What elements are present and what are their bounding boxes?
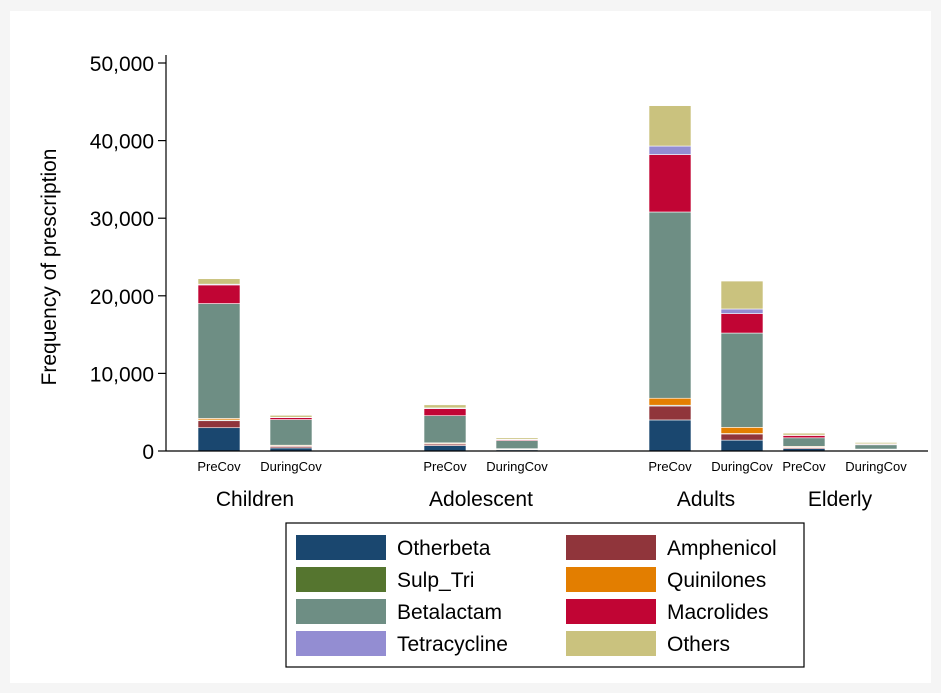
legend-swatch xyxy=(566,599,656,624)
chart-frame: 0 10,000 20,000 30,000 40,000 50,000 Frequenc… xyxy=(10,11,931,683)
bar-segment-betalactam xyxy=(423,415,467,444)
bar-segment-amphenicol xyxy=(197,420,241,429)
subcategory-label: PreCov xyxy=(782,459,826,474)
bar-segment-tetracycline xyxy=(720,308,764,314)
bars xyxy=(197,105,898,452)
bar-segment-betalactam xyxy=(854,444,898,450)
legend-label: Quinilones xyxy=(667,569,766,592)
legend-swatch xyxy=(566,535,656,560)
legend-label: Tetracycline xyxy=(397,633,508,656)
group-label: Adults xyxy=(677,488,735,511)
bar-segment-betalactam xyxy=(269,419,313,446)
bar-segment-betalactam xyxy=(648,211,692,399)
bar-segment-otherbeta xyxy=(720,439,764,452)
bar-segment-betalactam xyxy=(197,303,241,419)
legend-label: Otherbeta xyxy=(397,537,491,560)
bar-segment-macrolides xyxy=(197,284,241,304)
group-label: Adolescent xyxy=(429,488,533,511)
y-tick-label: 40,000 xyxy=(90,131,154,154)
bar-segment-betalactam xyxy=(495,440,539,449)
x-axis: PreCov DuringCov Children PreCov DuringCov Ad… xyxy=(166,450,928,511)
y-tick-label: 50,000 xyxy=(90,53,154,76)
y-tick-label: 20,000 xyxy=(90,286,154,309)
group-label: Children xyxy=(216,488,294,511)
bar-segment-macrolides xyxy=(782,435,826,439)
legend-label: Sulp_Tri xyxy=(397,569,474,592)
bar-segment-otherbeta xyxy=(648,419,692,452)
legend-swatch xyxy=(296,567,386,592)
subcategory-label: DuringCov xyxy=(711,459,773,474)
stacked-bar-chart: 0 10,000 20,000 30,000 40,000 50,000 Frequenc… xyxy=(38,53,928,668)
legend-swatch xyxy=(296,599,386,624)
bar-segment-others xyxy=(423,404,467,409)
bar-segment-others xyxy=(648,105,692,147)
bar-segment-others xyxy=(782,432,826,436)
bar-segment-others xyxy=(197,278,241,285)
subcategory-label: DuringCov xyxy=(486,459,548,474)
legend: Otherbeta Amphenicol Sulp_Tri Quinilones Bet… xyxy=(285,522,805,668)
y-axis: 0 10,000 20,000 30,000 40,000 50,000 xyxy=(90,53,167,464)
bar-segment-others xyxy=(495,437,539,440)
subcategory-label: PreCov xyxy=(197,459,241,474)
legend-swatch xyxy=(296,631,386,656)
bar-segment-others xyxy=(269,415,313,418)
bar-segment-betalactam xyxy=(720,332,764,428)
subcategory-label: PreCov xyxy=(648,459,692,474)
bar-segment-otherbeta xyxy=(423,445,467,452)
y-tick-label: 30,000 xyxy=(90,208,154,231)
legend-swatch xyxy=(296,535,386,560)
bar-segment-macrolides xyxy=(720,313,764,334)
bar-segment-tetracycline xyxy=(648,145,692,155)
legend-label: Amphenicol xyxy=(667,537,777,560)
group-label: Elderly xyxy=(808,488,873,511)
legend-label: Betalactam xyxy=(397,601,502,624)
legend-swatch xyxy=(566,631,656,656)
bar-segment-amphenicol xyxy=(648,405,692,421)
y-axis-label: Frequency of prescription xyxy=(38,149,61,386)
bar-segment-macrolides xyxy=(648,154,692,213)
y-tick-label: 0 xyxy=(142,441,154,464)
bar-segment-others xyxy=(854,442,898,445)
bar-segment-otherbeta xyxy=(197,427,241,452)
bar-segment-macrolides xyxy=(423,408,467,416)
legend-label: Others xyxy=(667,633,730,656)
subcategory-label: PreCov xyxy=(423,459,467,474)
bar-segment-quinilones xyxy=(720,427,764,434)
y-tick-label: 10,000 xyxy=(90,363,154,386)
legend-label: Macrolides xyxy=(667,601,769,624)
subcategory-label: DuringCov xyxy=(845,459,907,474)
bar-segment-quinilones xyxy=(648,397,692,406)
subcategory-label: DuringCov xyxy=(260,459,322,474)
bar-segment-others xyxy=(720,280,764,310)
bar-segment-amphenicol xyxy=(720,433,764,441)
legend-swatch xyxy=(566,567,656,592)
bar-segment-betalactam xyxy=(782,437,826,447)
